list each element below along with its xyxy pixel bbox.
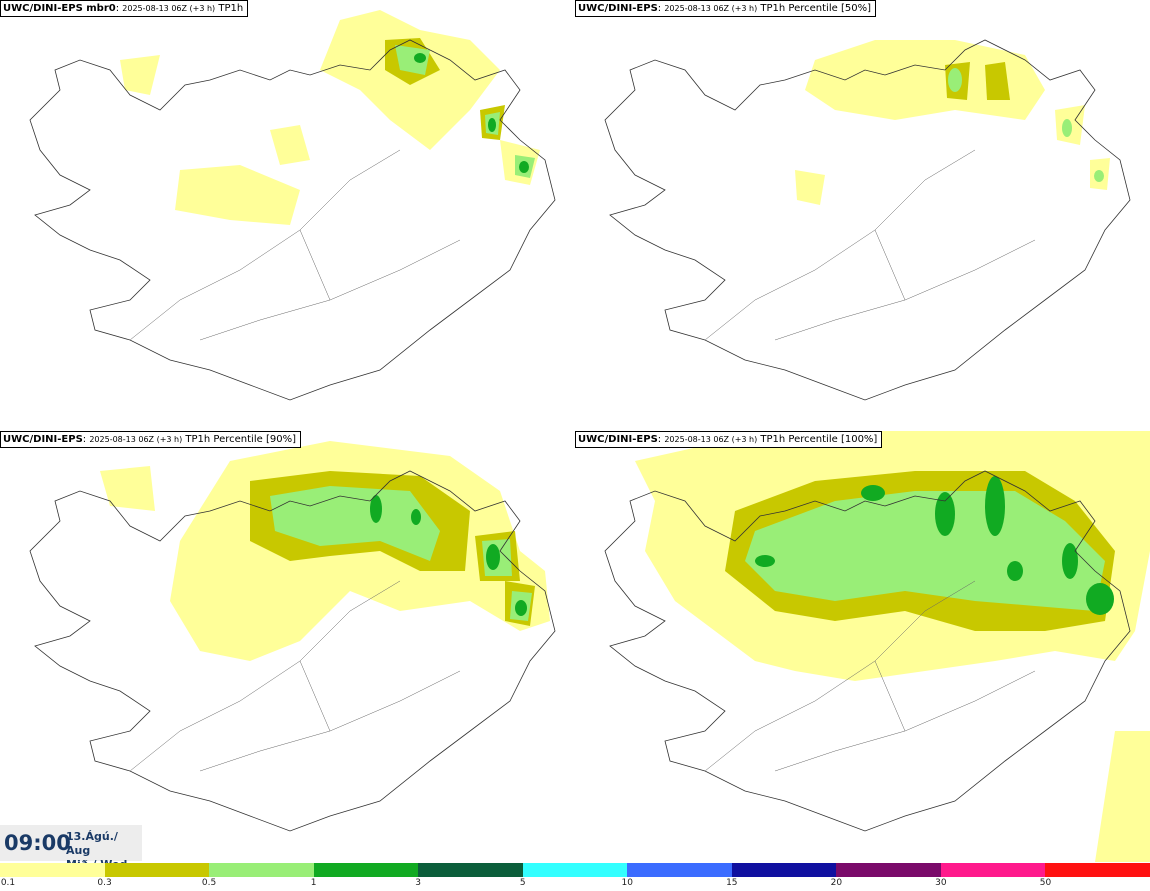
legend-swatch xyxy=(104,863,210,877)
legend-tick-label: 30 xyxy=(935,878,947,888)
map-panel-mbr0: UWC/DINI-EPS mbr0: 2025-08-13 06Z (+3 h)… xyxy=(0,0,575,431)
iceland-map xyxy=(604,39,1131,401)
panel-title: UWC/DINI-EPS mbr0: 2025-08-13 06Z (+3 h)… xyxy=(0,0,249,17)
field-name: TP1h xyxy=(218,3,244,14)
map-panel-p100: UWC/DINI-EPS: 2025-08-13 06Z (+3 h) TP1h… xyxy=(575,431,1150,862)
legend-tick-label: 5 xyxy=(519,878,526,888)
legend-tick-label: 15 xyxy=(726,878,738,888)
model-name: UWC/DINI-EPS mbr0 xyxy=(3,3,116,14)
panel-title: UWC/DINI-EPS: 2025-08-13 06Z (+3 h) TP1h… xyxy=(0,431,301,448)
legend-tick-label: 0.5 xyxy=(201,878,217,888)
panel-title: UWC/DINI-EPS: 2025-08-13 06Z (+3 h) TP1h… xyxy=(575,431,883,448)
iceland-map xyxy=(29,441,556,832)
legend-swatch xyxy=(1045,863,1150,877)
legend-swatch xyxy=(418,863,523,877)
legend-swatch xyxy=(313,863,419,877)
run-time: 2025-08-13 06Z (+3 h) xyxy=(122,4,216,13)
legend-swatch xyxy=(731,863,837,877)
legend-swatch xyxy=(522,863,628,877)
legend-tick-labels: 0.1 0.3 0.5 1 3 5 10 15 20 30 50 xyxy=(0,878,1150,890)
legend-tick-label: 3 xyxy=(415,878,422,888)
legend-tick-label: 0.3 xyxy=(97,878,112,888)
iceland-map xyxy=(29,10,556,401)
map-panel-p50: UWC/DINI-EPS: 2025-08-13 06Z (+3 h) TP1h… xyxy=(575,0,1150,431)
legend-tick-label: 10 xyxy=(621,878,633,888)
model-name: UWC/DINI-EPS xyxy=(578,434,658,445)
field-name: TP1h Percentile [100%] xyxy=(760,434,878,445)
legend-tick-label: 0.1 xyxy=(0,878,16,888)
field-name: TP1h Percentile [50%] xyxy=(760,3,871,14)
legend-tick-label: 1 xyxy=(310,878,317,888)
legend-swatch xyxy=(209,863,314,877)
field-name: TP1h Percentile [90%] xyxy=(185,434,296,445)
valid-time-box: 09:00 13.Ágú./ Aug Mið./ Wed xyxy=(0,825,142,871)
panel-title: UWC/DINI-EPS: 2025-08-13 06Z (+3 h) TP1h… xyxy=(575,0,876,17)
legend-swatch xyxy=(940,863,1046,877)
valid-date-line1: 13.Ágú./ Aug xyxy=(66,830,118,857)
color-legend xyxy=(0,863,1150,877)
legend-swatch xyxy=(0,863,105,877)
map-panel-p90: UWC/DINI-EPS: 2025-08-13 06Z (+3 h) TP1h… xyxy=(0,431,575,862)
valid-time: 09:00 xyxy=(4,831,71,855)
legend-swatch xyxy=(836,863,941,877)
legend-swatch xyxy=(627,863,732,877)
model-name: UWC/DINI-EPS xyxy=(578,3,658,14)
run-time: 2025-08-13 06Z (+3 h) xyxy=(664,4,758,13)
legend-tick-label: 20 xyxy=(830,878,843,888)
iceland-map xyxy=(604,431,1150,862)
run-time: 2025-08-13 06Z (+3 h) xyxy=(664,435,758,444)
legend-tick-label: 50 xyxy=(1039,878,1052,888)
run-time: 2025-08-13 06Z (+3 h) xyxy=(89,435,183,444)
model-name: UWC/DINI-EPS xyxy=(3,434,83,445)
